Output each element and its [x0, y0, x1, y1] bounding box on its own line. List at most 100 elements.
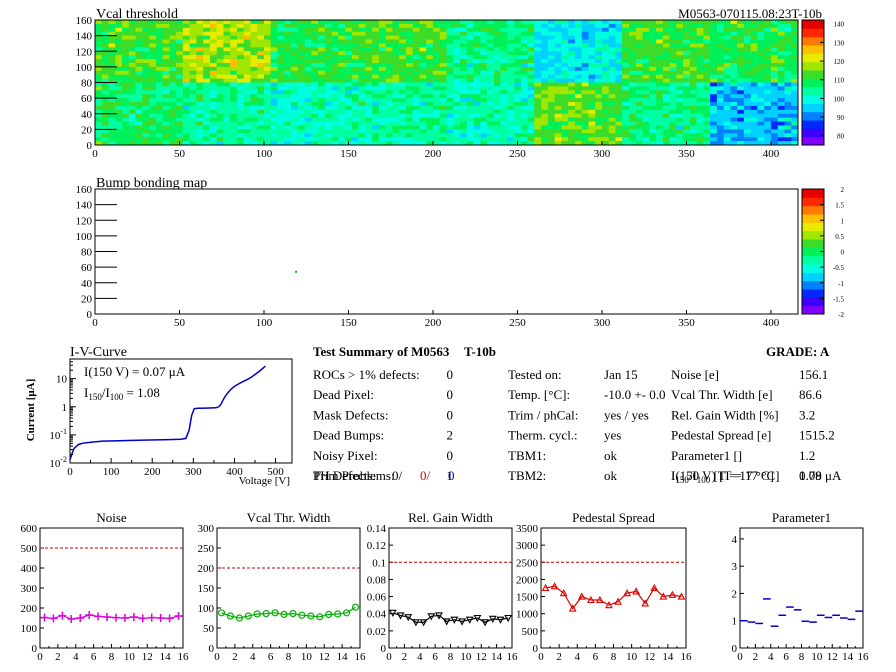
pixel-cell: [304, 133, 312, 138]
pixel-cell: [149, 109, 157, 115]
noise-per-roc-point: [94, 612, 103, 621]
pixel-cell: [588, 31, 596, 36]
pixel-cell: [372, 31, 380, 36]
pixel-cell: [541, 66, 549, 72]
pixel-cell: [385, 86, 393, 91]
pixel-cell: [155, 55, 163, 60]
vcal-colorbar-tick-label: 90: [837, 114, 845, 122]
pixel-cell: [128, 59, 136, 64]
pixel-cell: [791, 47, 799, 52]
pixel-cell: [784, 66, 792, 72]
pixel-cell: [595, 59, 603, 64]
pixel-cell: [561, 113, 569, 118]
pixel-cell: [764, 55, 772, 60]
pixel-cell: [257, 86, 265, 91]
pixel-cell: [372, 90, 380, 95]
pixel-cell: [439, 141, 447, 146]
pixel-cell: [412, 35, 420, 40]
pixel-cell: [189, 133, 197, 138]
pixel-cell: [723, 141, 731, 146]
noise-per-roc-point: [174, 612, 183, 620]
pixel-cell: [737, 82, 745, 87]
pixel-cell: [284, 105, 292, 111]
pixel-cell: [358, 27, 366, 33]
pedestal-spread-per-roc-x-tick-label: 12: [644, 651, 655, 663]
pixel-cell: [155, 66, 163, 72]
pixel-cell: [419, 59, 427, 64]
pixel-cell: [635, 31, 643, 36]
pixel-cell: [236, 39, 245, 44]
pixel-cell: [595, 27, 603, 33]
pixel-cell: [203, 59, 211, 64]
pixel-cell: [696, 105, 704, 111]
pixel-cell: [216, 102, 224, 107]
pixel-cell: [649, 105, 657, 111]
pixel-cell: [493, 102, 501, 107]
pixel-cell: [399, 78, 407, 83]
pixel-cell: [250, 102, 258, 107]
pixel-cell: [791, 35, 799, 40]
pixel-cell: [128, 94, 136, 99]
pixel-cell: [588, 102, 596, 107]
pixel-cell: [203, 47, 211, 52]
pixel-cell: [784, 59, 792, 64]
pixel-cell: [263, 43, 272, 48]
gain-width-per-roc-x-tick-label: 4: [417, 651, 423, 663]
pixel-cell: [95, 133, 103, 138]
pixel-cell: [311, 23, 319, 29]
pixel-cell: [250, 141, 258, 146]
pixel-cell: [601, 59, 610, 64]
pixel-cell: [703, 27, 711, 33]
pixel-cell: [358, 74, 366, 79]
pixel-cell: [412, 70, 420, 75]
pixel-cell: [554, 137, 562, 142]
pixel-cell: [155, 74, 163, 79]
pixel-cell: [392, 43, 400, 48]
pixel-cell: [723, 117, 731, 122]
pixel-cell: [216, 70, 224, 75]
pixel-cell: [622, 39, 630, 44]
pixel-cell: [588, 82, 596, 87]
pixel-cell: [115, 86, 123, 91]
pixel-cell: [432, 98, 441, 103]
vcal-width-per-roc-point: [280, 610, 288, 619]
pixel-cell: [311, 39, 319, 44]
pixel-cell: [216, 137, 224, 142]
pixel-cell: [527, 86, 535, 91]
pixel-cell: [568, 39, 576, 44]
pixel-cell: [635, 102, 643, 107]
pixel-cell: [520, 113, 528, 118]
pixel-cell: [500, 51, 508, 56]
pixel-cell: [500, 121, 508, 126]
pixel-cell: [683, 109, 691, 115]
pixel-cell: [189, 59, 197, 64]
pixel-cell: [399, 20, 407, 25]
pixel-cell: [324, 66, 332, 72]
pixel-cell: [196, 47, 204, 52]
pixel-cell: [365, 51, 373, 56]
pixel-cell: [385, 133, 393, 138]
pixel-cell: [622, 90, 630, 95]
ph-defects-value-3: 0: [448, 468, 455, 483]
pixel-cell: [284, 66, 292, 72]
pixel-cell: [466, 66, 474, 72]
pixel-cell: [426, 117, 434, 122]
pixel-cell: [493, 90, 501, 95]
pixel-cell: [683, 117, 691, 122]
pixel-cell: [730, 105, 738, 111]
pixel-cell: [568, 70, 576, 75]
pixel-cell: [257, 129, 265, 134]
pixel-cell: [338, 66, 346, 72]
pixel-cell: [642, 86, 650, 91]
condition-label: Temp. [°C]:: [508, 387, 570, 402]
pixel-cell: [446, 74, 454, 79]
pixel-cell: [216, 133, 224, 138]
pixel-cell: [331, 51, 339, 56]
pixel-cell: [230, 98, 238, 103]
pixel-cell: [662, 137, 670, 142]
pixel-cell: [777, 113, 785, 118]
pixel-cell: [169, 141, 177, 146]
pixel-cell: [108, 133, 116, 138]
pixel-cell: [351, 129, 359, 134]
pixel-cell: [432, 105, 441, 111]
